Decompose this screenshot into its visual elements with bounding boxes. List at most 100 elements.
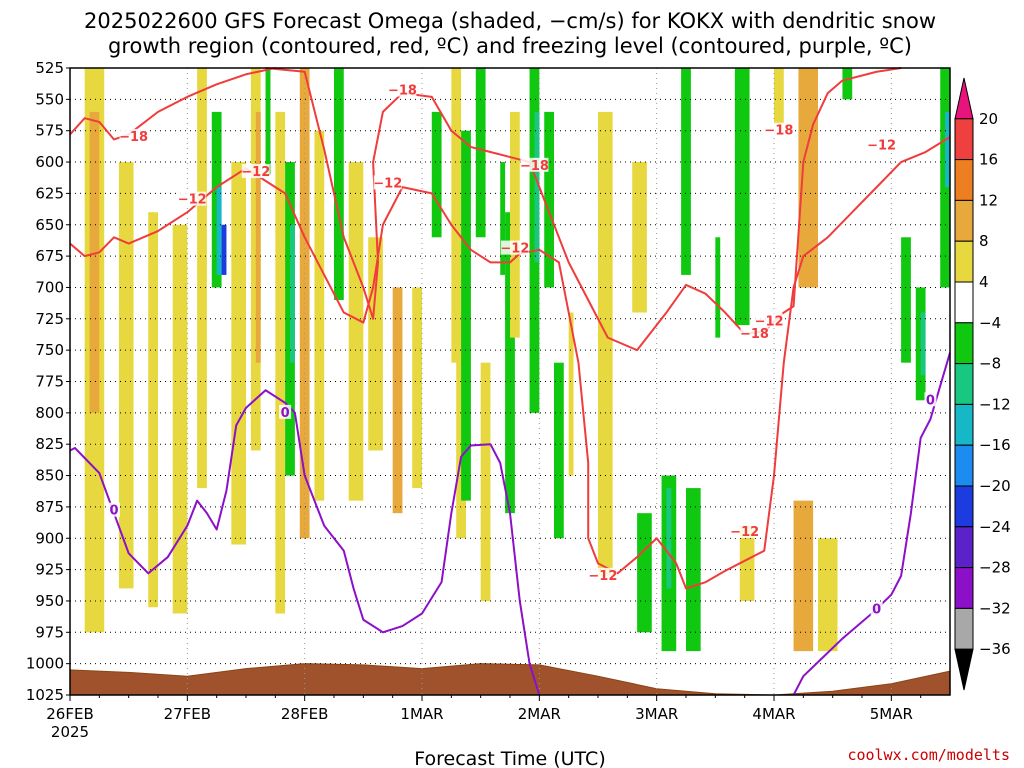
colorbar-bottom-triangle <box>954 648 974 691</box>
omega-cell <box>686 488 701 652</box>
colorbar-label: −4 <box>979 314 1001 332</box>
contour-label-bg <box>730 523 759 538</box>
y-tick-label: 875 <box>35 498 64 516</box>
omega-cell <box>431 111 442 238</box>
omega-cell <box>681 68 691 275</box>
contour-label: −12 <box>867 139 896 154</box>
y-tick-label: 575 <box>35 122 64 140</box>
omega-cell <box>510 111 520 338</box>
y-tick-label: 700 <box>35 278 64 296</box>
colorbar-label: −24 <box>979 518 1011 536</box>
y-tick-label: 900 <box>35 529 64 547</box>
omega-cell <box>231 162 246 545</box>
x-tick-label: 4MAR <box>752 705 795 723</box>
colorbar: 20 16 12 8 4 −4 −8 −12 −16 −20 −24 −28 −32 −36 <box>954 77 1011 691</box>
y-axis: 525 550 575 600 625 650 675 700 725 750 775 800 825 8… <box>26 59 70 704</box>
contour-label-bg <box>241 164 270 179</box>
y-tick-label: 750 <box>35 341 64 359</box>
contour-label-bg <box>108 502 120 517</box>
omega-cell <box>774 68 784 125</box>
colorbar-swatch <box>954 240 974 283</box>
contour-label-bg <box>279 404 292 419</box>
contour-label-bg <box>870 601 883 616</box>
y-tick-label: 850 <box>35 467 64 485</box>
y-tick-label: 950 <box>35 592 64 610</box>
omega-cell <box>275 111 286 614</box>
omega-cell <box>915 287 926 401</box>
y-tick-label: 650 <box>35 216 64 234</box>
contour-labels: −18−12−12−18−12−18−12−18−12−18−12−12−120… <box>108 82 937 618</box>
plot-area: −18−12−12−18−12−18−12−18−12−18−12−12−120… <box>69 67 951 696</box>
contour-label: −12 <box>730 525 759 540</box>
contour-label-bg <box>373 175 402 190</box>
colorbar-swatch <box>954 159 974 201</box>
colorbar-label: −20 <box>979 477 1011 495</box>
contour-label-bg <box>520 157 549 172</box>
contour-line <box>69 67 276 141</box>
contour-label-bg <box>500 240 529 255</box>
contour-label: −12 <box>500 242 529 257</box>
x-tick-label: 5MAR <box>870 705 913 723</box>
omega-cell <box>451 68 462 363</box>
y-tick-label: 825 <box>35 435 64 453</box>
y-tick-label: 1025 <box>26 686 64 704</box>
colorbar-swatch <box>954 118 974 161</box>
colorbar-label: 8 <box>979 232 989 250</box>
omega-cell <box>89 111 100 413</box>
contour-label: 0 <box>281 406 290 421</box>
contour-label: 0 <box>109 504 118 519</box>
y-tick-label: 925 <box>35 561 64 579</box>
omega-cell <box>598 111 613 576</box>
contour-label-bg <box>740 325 769 340</box>
contour-label: −18 <box>520 159 549 174</box>
colorbar-swatch <box>954 567 974 609</box>
omega-cell <box>500 162 506 275</box>
omega-cell <box>172 224 188 614</box>
omega-cell <box>739 525 755 601</box>
y-tick-label: 775 <box>35 373 64 391</box>
omega-cell <box>412 287 422 489</box>
contour-label-bg <box>388 82 417 97</box>
colorbar-swatch <box>954 444 974 487</box>
omega-cell <box>197 68 207 489</box>
colorbar-label: 16 <box>979 151 998 169</box>
omega-cell <box>265 68 271 175</box>
omega-cell <box>314 130 325 501</box>
omega-cell <box>216 187 222 275</box>
colorbar-label: −28 <box>979 559 1011 577</box>
colorbar-top-triangle <box>954 77 974 120</box>
omega-cell <box>290 224 295 363</box>
x-tick-label: 28FEB <box>281 705 328 723</box>
colorbar-swatch <box>954 526 974 569</box>
x-year-label: 2025 <box>51 723 89 741</box>
contour-label: 0 <box>872 603 881 618</box>
y-tick-label: 975 <box>35 623 64 641</box>
contour-label-bg <box>178 191 207 206</box>
x-tick-label: 1MAR <box>400 705 443 723</box>
y-tick-label: 525 <box>35 59 64 77</box>
colorbar-label: 20 <box>979 110 998 128</box>
y-tick-label: 600 <box>35 153 64 171</box>
omega-cell <box>666 488 672 589</box>
colorbar-label: 4 <box>979 273 989 291</box>
credit-text: coolwx.com/modelts <box>847 746 1010 764</box>
x-tick-label: 26FEB <box>46 705 93 723</box>
colorbar-swatch <box>954 322 974 365</box>
contour-label: −12 <box>373 176 402 191</box>
contour-label: −12 <box>755 314 784 329</box>
omega-cell <box>148 212 158 608</box>
colorbar-swatch <box>954 281 974 324</box>
contour-label: −12 <box>241 165 270 180</box>
colorbar-label: −16 <box>979 436 1011 454</box>
colorbar-swatch <box>954 485 974 528</box>
colorbar-swatch <box>954 363 974 405</box>
omega-cell <box>221 224 227 275</box>
omega-cell <box>901 237 911 363</box>
omega-cell <box>920 312 926 376</box>
x-tick-label: 2MAR <box>518 705 561 723</box>
y-tick-label: 800 <box>35 404 64 422</box>
omega-cell <box>475 68 486 238</box>
y-tick-label: 725 <box>35 310 64 328</box>
omega-cell <box>534 111 540 263</box>
